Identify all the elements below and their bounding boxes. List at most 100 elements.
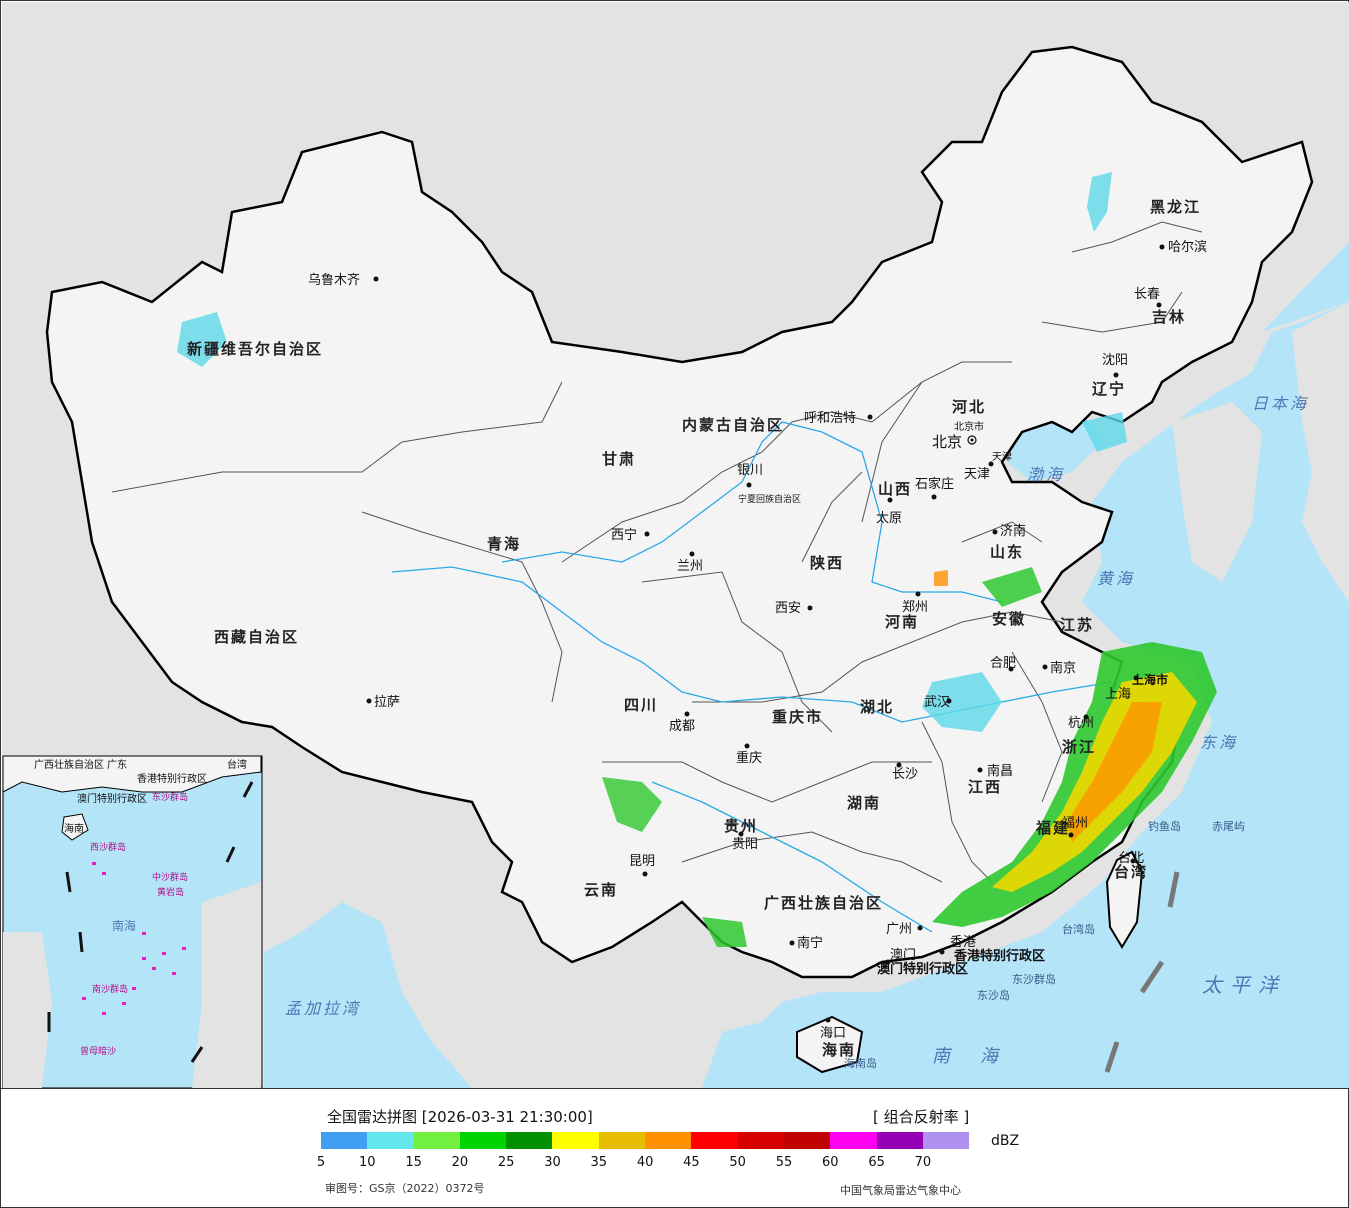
echo-green-yunnan (602, 777, 662, 832)
sea-labels: 日本海 渤海 黄海 东海 南海 太平洋 孟加拉湾 (285, 394, 1306, 1067)
city-label-hongkong: 香港 (950, 935, 976, 950)
city-label-taipei: 台北 (1118, 851, 1144, 866)
colorbar-tick-label: 5 (316, 1155, 326, 1170)
province-label-shaanxi: 陕西 (810, 554, 844, 572)
city-label-zhengzhou: 郑州 (902, 600, 928, 615)
city-label-haikou: 海口 (820, 1026, 846, 1041)
colorbar-segment (645, 1132, 692, 1149)
colorbar-tick-label: 70 (914, 1155, 932, 1170)
city-label-nanning: 南宁 (797, 935, 823, 951)
province-label-qinghai: 青海 (487, 535, 521, 553)
colorbar-tick-label: 15 (405, 1155, 422, 1170)
province-label-hunan: 湖南 (847, 794, 881, 812)
city-label-wuhan: 武汉 (924, 695, 950, 710)
province-label-ningxia: 宁夏回族自治区 (738, 493, 801, 505)
province-label-tianjin: 天津 (992, 451, 1012, 463)
sea-label-bohai: 渤海 (1027, 465, 1065, 484)
city-label-nanchang: 南昌 (987, 763, 1013, 779)
city-label-nanjing: 南京 (1050, 660, 1076, 676)
colorbar-tick-label: 65 (868, 1155, 885, 1170)
sea-label-bengal: 孟加拉湾 (285, 999, 361, 1018)
radar-echoes (177, 172, 1217, 947)
province-label-macau: 澳门特别行政区 (877, 961, 968, 977)
province-label-gansu: 甘肃 (602, 450, 636, 468)
colorbar-segment (830, 1132, 877, 1149)
province-label-heilongjiang: 黑龙江 (1150, 198, 1201, 216)
city-label-yinchuan: 银川 (737, 463, 763, 478)
sea-label-pacific: 太平洋 (1202, 973, 1286, 997)
echo-cyan-1 (922, 672, 1002, 732)
city-label-macau: 澳门 (890, 947, 916, 963)
city-label-hohhot: 呼和浩特 (804, 411, 856, 426)
province-label-jiangxi: 江西 (968, 778, 1002, 796)
city-label-lanzhou: 兰州 (677, 559, 703, 574)
city-label-changchun: 长春 (1134, 287, 1160, 302)
organization-name: 中国气象局雷达气象中心 (840, 1184, 961, 1197)
city-label-taiyuan: 太原 (876, 511, 902, 526)
province-label-anhui: 安徽 (992, 610, 1026, 628)
province-label-jilin: 吉林 (1152, 308, 1186, 326)
inset-label-nansha: 南沙群岛 (92, 983, 128, 995)
province-label-hk: 香港特别行政区 (953, 948, 1045, 964)
province-label-shanxi: 山西 (878, 480, 912, 498)
city-label-xining: 西宁 (611, 527, 637, 543)
island-labels: 钓鱼岛 赤尾屿 台湾岛 东沙群岛 东沙岛 海南岛 (844, 819, 1245, 1070)
city-label-chengdu: 成都 (669, 719, 695, 734)
inset-label-hainan: 海南 (64, 822, 84, 835)
province-label-beijing: 北京市 (954, 420, 984, 433)
province-label-chongqing: 重庆市 (772, 708, 823, 726)
colorbar-segment (876, 1132, 923, 1149)
taiwan-island (1105, 850, 1144, 949)
city-label-fuzhou: 福州 (1062, 816, 1088, 831)
colorbar-segment (506, 1132, 553, 1149)
province-label-shandong: 山东 (990, 543, 1024, 561)
province-label-shanghai: 上海市 (1132, 672, 1168, 687)
legend-panel: 全国雷达拼图 [2026-03-31 21:30:00] [ 组合反射率 ] d… (1, 1088, 1348, 1207)
island-label-dongsha-qd: 东沙群岛 (1012, 972, 1056, 986)
echo-green-henan (982, 567, 1042, 607)
city-label-urumqi: 乌鲁木齐 (308, 272, 360, 288)
inset-label-xisha: 西沙群岛 (90, 841, 126, 853)
colorbar-tick-label: 60 (822, 1155, 839, 1170)
island-label-hainan: 海南岛 (844, 1056, 877, 1070)
legend-product-type: [ 组合反射率 ] (873, 1108, 970, 1126)
colorbar-tick-label: 55 (775, 1155, 793, 1170)
province-label-guizhou: 贵州 (724, 817, 758, 835)
inset-label-guangxi: 广西壮族自治区 (34, 758, 104, 771)
city-label-hangzhou: 杭州 (1068, 716, 1094, 731)
colorbar-segment (691, 1132, 738, 1149)
colorbar-segment (737, 1132, 784, 1149)
colorbar-ticks: 5 10 15 20 25 30 35 40 45 50 55 60 65 70 (317, 1155, 971, 1171)
sea-label-huanghai: 黄海 (1097, 569, 1135, 588)
city-label-lhasa: 拉萨 (374, 695, 400, 710)
city-label-chongqing: 重庆 (736, 750, 762, 766)
city-label-xian: 西安 (775, 601, 801, 616)
city-label-beijing: 北京 (932, 433, 962, 451)
province-label-liaoning: 辽宁 (1092, 380, 1126, 398)
legend-unit: dBZ (991, 1133, 1020, 1149)
colorbar-segment (321, 1132, 368, 1149)
province-label-fujian: 福建 (1035, 819, 1070, 837)
inset-label-hk: 香港特别行政区 (137, 772, 207, 785)
city-markers (366, 244, 1165, 1023)
city-label-shijiazhuang: 石家庄 (915, 476, 954, 492)
sea-label-donghai: 东海 (1200, 733, 1238, 752)
city-label-guiyang: 贵阳 (732, 837, 758, 852)
province-label-xinjiang: 新疆维吾尔自治区 (187, 340, 323, 358)
province-label-neimenggu: 内蒙古自治区 (682, 416, 784, 434)
inset-label-dongsha: 东沙群岛 (152, 791, 188, 803)
inset-label-macau: 澳门特别行政区 (77, 792, 147, 805)
colorbar-tick-label: 25 (497, 1155, 515, 1170)
ocean-bay-of-bengal (264, 902, 472, 1088)
city-label-jinan: 济南 (1000, 523, 1026, 539)
colorbar-segment (922, 1132, 970, 1149)
city-label-shanghai: 上海 (1105, 687, 1131, 702)
colorbar-segment (459, 1132, 507, 1149)
colorbar-segment (552, 1132, 599, 1149)
china-land (45, 45, 1314, 979)
colorbar-segment (598, 1132, 646, 1149)
colorbar-segment (783, 1132, 831, 1149)
island-label-chiwei: 赤尾屿 (1212, 820, 1245, 833)
colorbar-tick-label: 35 (590, 1155, 608, 1170)
